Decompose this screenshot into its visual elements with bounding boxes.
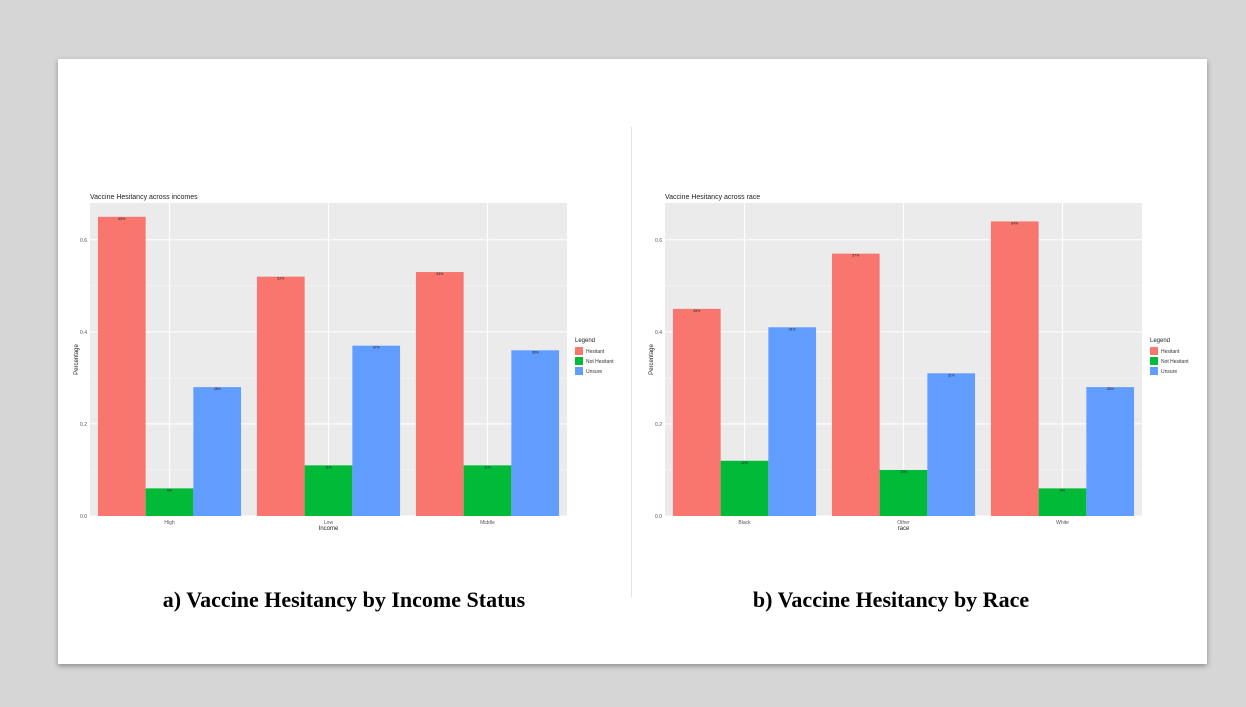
bar-data-label: 45% (693, 309, 700, 313)
bar (927, 373, 976, 516)
x-tick-label: Black (738, 520, 751, 526)
bar-data-label: 6% (167, 488, 172, 492)
bar (672, 308, 721, 516)
bar-data-label: 37% (373, 346, 380, 350)
x-tick-label: White (1056, 520, 1069, 526)
legend-swatch (1150, 357, 1158, 365)
y-axis-label: Percentage (74, 344, 80, 375)
bar-data-label: 52% (277, 277, 284, 281)
legend-title: Legend (1150, 338, 1170, 344)
bar-data-label: 65% (118, 217, 125, 221)
caption-race: b) Vaccine Hesitancy by Race (752, 587, 1030, 612)
legend-item-label: Unsure (1161, 369, 1177, 375)
legend-swatch (575, 367, 583, 375)
bar (193, 387, 242, 516)
bar (768, 327, 817, 516)
bar (415, 272, 464, 516)
legend-swatch (1150, 347, 1158, 355)
y-tick-label: 0.4 (655, 330, 662, 336)
y-tick-label: 0.6 (655, 238, 662, 244)
y-tick-label: 0.0 (655, 514, 662, 520)
bar (879, 469, 928, 516)
x-axis-label: Income (319, 526, 339, 532)
bar (720, 460, 769, 516)
bar-data-label: 57% (852, 254, 859, 258)
y-tick-label: 0.0 (80, 514, 87, 520)
x-tick-label: Low (324, 520, 334, 526)
bar (990, 221, 1039, 516)
legend-swatch (575, 357, 583, 365)
bar (831, 253, 880, 516)
legend-item-label: Hesitant (1161, 349, 1180, 355)
bar (304, 465, 353, 516)
chart-title: Vaccine Hesitancy across race (665, 194, 760, 201)
legend-item-label: Not Hesitant (1161, 359, 1189, 365)
bar-data-label: 11% (325, 465, 332, 469)
bar (1038, 488, 1087, 516)
y-axis-label: Percentage (649, 344, 655, 375)
income-chart: Vaccine Hesitancy across incomes 0.0 0.2 0.… (74, 194, 614, 532)
legend-swatch (575, 347, 583, 355)
x-tick-label: Middle (480, 520, 495, 526)
legend-item-label: Hesitant (586, 349, 605, 355)
bar (463, 465, 512, 516)
legend-title: Legend (575, 338, 595, 344)
bar (97, 216, 146, 516)
bar-data-label: 12% (741, 461, 748, 465)
legend-swatch (1150, 367, 1158, 375)
panel-divider (631, 127, 632, 597)
bar (352, 345, 401, 516)
bar-data-label: 28% (1107, 387, 1114, 391)
bar-data-label: 28% (214, 387, 221, 391)
bar (145, 488, 194, 516)
bar (256, 276, 305, 516)
x-tick-label: High (164, 520, 175, 526)
y-tick-label: 0.2 (655, 422, 662, 428)
y-tick-label: 0.6 (80, 238, 87, 244)
legend-item-label: Unsure (586, 369, 602, 375)
bar-data-label: 10% (900, 470, 907, 474)
bar-data-label: 36% (532, 350, 539, 354)
y-tick-label: 0.2 (80, 422, 87, 428)
bar-data-label: 53% (436, 272, 443, 276)
x-tick-label: Other (897, 520, 910, 526)
chart-title: Vaccine Hesitancy across incomes (90, 194, 198, 201)
bar-data-label: 64% (1011, 221, 1018, 225)
bar-data-label: 11% (484, 465, 491, 469)
bar-data-label: 31% (948, 373, 955, 377)
legend-item-label: Not Hesitant (586, 359, 614, 365)
bar-data-label: 6% (1060, 488, 1065, 492)
bar-data-label: 41% (789, 327, 796, 331)
bar (1086, 387, 1135, 516)
y-tick-label: 0.4 (80, 330, 87, 336)
caption-income: a) Vaccine Hesitancy by Income Status (162, 587, 526, 612)
bar (511, 350, 560, 516)
x-axis-label: race (898, 526, 910, 532)
race-chart: Vaccine Hesitancy across race 0.0 0.2 0.4 0.… (649, 194, 1189, 532)
